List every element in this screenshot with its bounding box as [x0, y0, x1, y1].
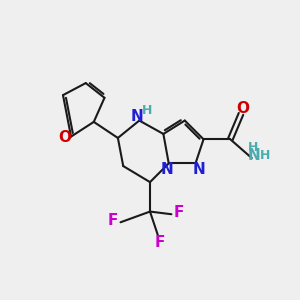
Text: O: O: [58, 130, 71, 146]
Text: O: O: [237, 101, 250, 116]
Text: F: F: [108, 213, 118, 228]
Text: N: N: [248, 148, 261, 163]
Text: H: H: [142, 104, 152, 117]
Text: F: F: [174, 206, 184, 220]
Text: H: H: [260, 149, 270, 162]
Text: N: N: [130, 109, 143, 124]
Text: N: N: [161, 162, 174, 177]
Text: H: H: [248, 141, 258, 154]
Text: N: N: [192, 162, 205, 177]
Text: F: F: [154, 235, 165, 250]
